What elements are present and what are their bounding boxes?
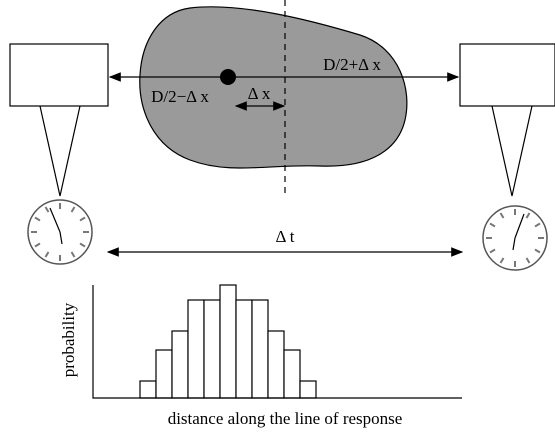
left-distance-label: D/2−Δ x [151,87,209,106]
histogram [139,284,317,399]
histogram-axes [92,285,462,399]
y-axis-label: probability [59,302,78,377]
right-cone [491,105,533,197]
right-clock-hand [512,237,516,251]
offset-label: Δ x [248,84,271,103]
left-detector [9,43,109,107]
event-point [220,69,236,85]
time-label: Δ t [276,227,295,246]
right-distance-label: D/2+Δ x [323,55,381,74]
left-cone [39,105,81,197]
left-clock-hand [49,207,61,233]
object-body [139,6,408,169]
x-axis-label: distance along the line of response [168,409,403,428]
left-clock-hand [59,231,63,245]
right-clock-hand [514,213,525,239]
right-detector [459,43,555,107]
